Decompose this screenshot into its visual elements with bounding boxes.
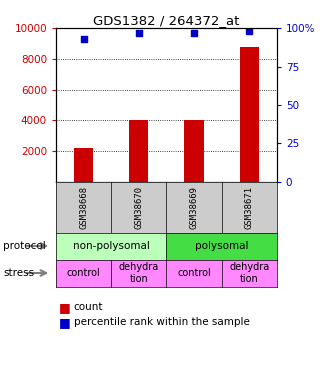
Text: GSM38671: GSM38671 bbox=[245, 186, 254, 229]
Bar bbox=[240, 46, 259, 182]
Bar bbox=[74, 148, 93, 182]
Text: stress: stress bbox=[3, 268, 34, 278]
Text: ■: ■ bbox=[59, 316, 71, 328]
Title: GDS1382 / 264372_at: GDS1382 / 264372_at bbox=[93, 14, 240, 27]
Bar bbox=[184, 120, 204, 182]
Text: ■: ■ bbox=[59, 301, 71, 313]
Text: protocol: protocol bbox=[3, 241, 46, 251]
Text: GSM38668: GSM38668 bbox=[79, 186, 88, 229]
Text: control: control bbox=[177, 268, 211, 278]
Text: percentile rank within the sample: percentile rank within the sample bbox=[74, 317, 250, 327]
Text: non-polysomal: non-polysomal bbox=[73, 241, 150, 251]
Point bbox=[191, 30, 196, 36]
Point bbox=[247, 28, 252, 34]
Text: GSM38670: GSM38670 bbox=[134, 186, 143, 229]
Text: control: control bbox=[67, 268, 100, 278]
Point bbox=[81, 36, 86, 42]
Text: count: count bbox=[74, 302, 103, 312]
Text: polysomal: polysomal bbox=[195, 241, 248, 251]
Text: dehydra
tion: dehydra tion bbox=[119, 262, 159, 284]
Text: dehydra
tion: dehydra tion bbox=[229, 262, 269, 284]
Point bbox=[136, 30, 141, 36]
Text: GSM38669: GSM38669 bbox=[189, 186, 198, 229]
Bar bbox=[129, 120, 148, 182]
